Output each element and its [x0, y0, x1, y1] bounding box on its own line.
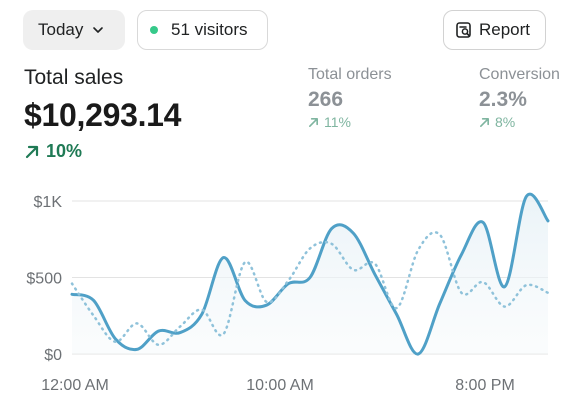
sales-line-chart[interactable]: $1K $500 $0 12:00 AM 10:00 AM 8:00 PM	[0, 180, 569, 411]
total-orders-delta-value: 11%	[324, 114, 351, 130]
y-tick-label: $500	[26, 271, 62, 288]
conversion-delta-value: 8%	[495, 114, 516, 130]
report-button[interactable]: Report	[443, 10, 546, 50]
total-orders-metric: Total orders 266 11%	[308, 66, 392, 130]
report-icon	[456, 22, 471, 38]
visitors-count: 51 visitors	[171, 20, 248, 39]
live-status-dot	[150, 26, 158, 34]
series-line-comparison	[70, 231, 550, 347]
x-tick-label: 8:00 PM	[455, 377, 515, 394]
report-label: Report	[479, 20, 531, 39]
conversion-metric: Conversion 2.3% 8%	[479, 66, 560, 130]
total-orders-value: 266	[308, 88, 344, 111]
date-range-dropdown[interactable]: Today	[23, 10, 125, 50]
arrow-up-right-icon	[25, 145, 39, 158]
date-range-label: Today	[38, 20, 84, 39]
live-visitors-button[interactable]: 51 visitors	[137, 10, 268, 50]
total-orders-label: Total orders	[308, 66, 392, 83]
series-area	[72, 194, 548, 355]
total-sales-delta: 10%	[24, 141, 82, 162]
y-tick-label: $0	[44, 347, 62, 364]
total-orders-delta: 11%	[308, 114, 392, 130]
conversion-label: Conversion	[479, 66, 560, 83]
arrow-up-right-icon	[309, 117, 318, 127]
series-line-current	[70, 192, 550, 356]
total-sales-delta-value: 10%	[46, 141, 83, 161]
x-tick-label: 10:00 AM	[246, 377, 314, 394]
conversion-delta: 8%	[479, 114, 560, 130]
x-tick-label: 12:00 AM	[41, 377, 109, 394]
chevron-down-icon	[93, 27, 104, 33]
total-sales-value: $10,293.14	[24, 97, 182, 133]
total-sales-label: Total sales	[24, 66, 124, 89]
conversion-value: 2.3%	[479, 88, 527, 111]
y-tick-label: $1K	[34, 194, 63, 211]
arrow-up-right-icon	[480, 117, 489, 127]
